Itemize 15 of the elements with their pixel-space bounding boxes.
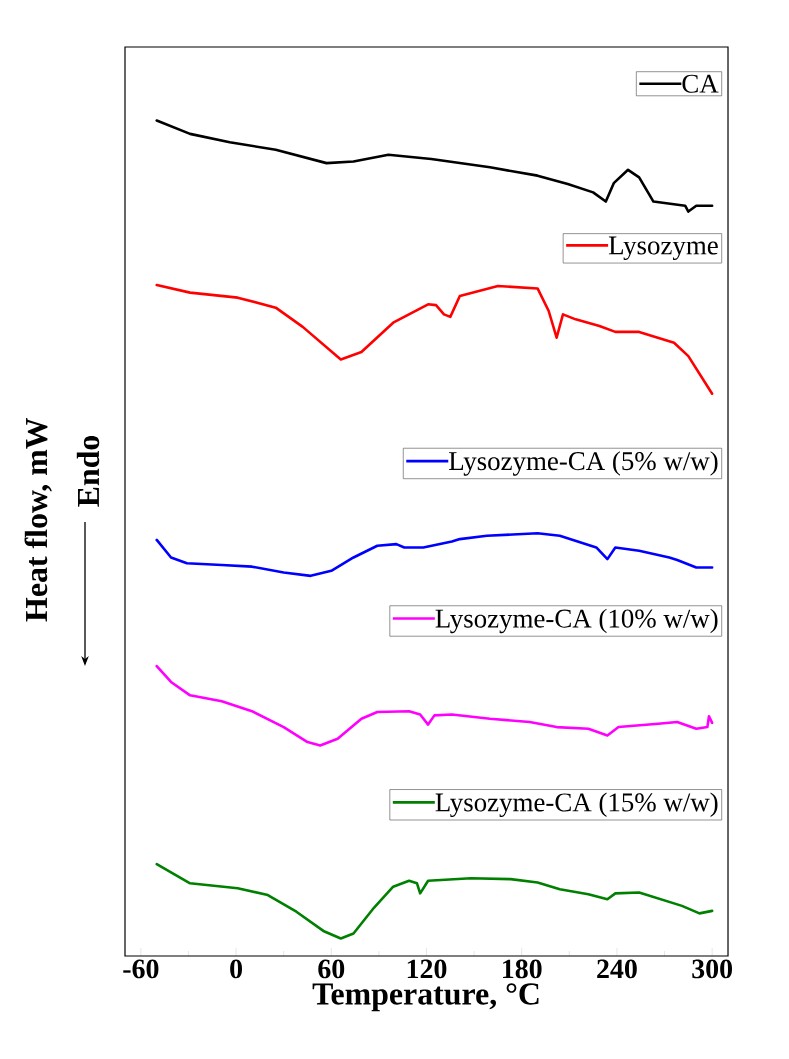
legend-label: Lysozyme-CA (15% w/w) <box>435 792 718 818</box>
x-axis-title: Temperature, °C <box>312 983 539 1012</box>
y-axis-title: Heat flow, mW <box>24 417 52 622</box>
text: Endo <box>76 435 100 507</box>
legend-label: Lysozyme-CA (10% w/w) <box>435 608 718 634</box>
x-tick-label: -60 <box>123 959 159 979</box>
x-tick-label: 180 <box>503 959 542 979</box>
legend-label: Lysozyme-CA (5% w/w) <box>449 451 718 476</box>
legend-label: Lysozyme <box>608 236 718 261</box>
x-tick-label: 120 <box>407 959 447 979</box>
x-tick-label: 60 <box>318 959 345 979</box>
x-tick-label: 240 <box>597 959 637 979</box>
x-tick-label: 300 <box>692 959 732 979</box>
x-tick-label: 0 <box>230 959 242 979</box>
legend-label: CA <box>682 74 719 93</box>
